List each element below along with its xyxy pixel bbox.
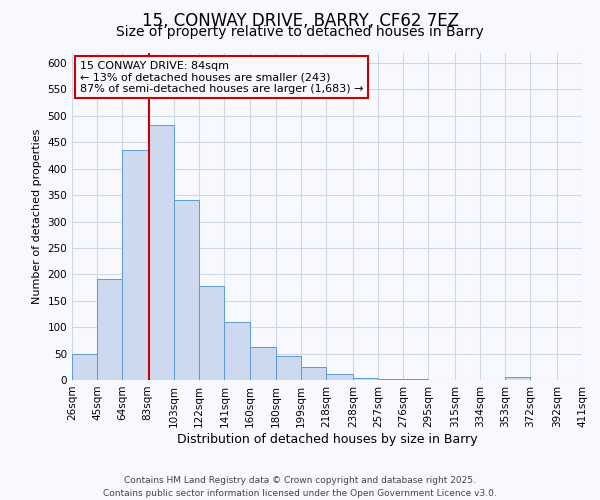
Bar [326, 374, 353, 380]
Bar [97, 278, 122, 380]
Bar [174, 200, 199, 380]
Bar [301, 367, 326, 380]
Bar [250, 347, 276, 380]
Bar [199, 286, 224, 380]
Bar [148, 125, 174, 380]
Bar [224, 322, 250, 380]
Y-axis label: Number of detached properties: Number of detached properties [32, 128, 42, 304]
Text: Contains HM Land Registry data © Crown copyright and database right 2025.
Contai: Contains HM Land Registry data © Crown c… [103, 476, 497, 498]
X-axis label: Distribution of detached houses by size in Barry: Distribution of detached houses by size … [176, 432, 478, 446]
Text: 15, CONWAY DRIVE, BARRY, CF62 7EZ: 15, CONWAY DRIVE, BARRY, CF62 7EZ [142, 12, 458, 30]
Text: Size of property relative to detached houses in Barry: Size of property relative to detached ho… [116, 25, 484, 39]
Bar [276, 356, 301, 380]
Bar [72, 354, 97, 380]
Bar [122, 150, 148, 380]
Bar [505, 378, 530, 380]
Bar [353, 378, 378, 380]
Text: 15 CONWAY DRIVE: 84sqm
← 13% of detached houses are smaller (243)
87% of semi-de: 15 CONWAY DRIVE: 84sqm ← 13% of detached… [80, 60, 363, 94]
